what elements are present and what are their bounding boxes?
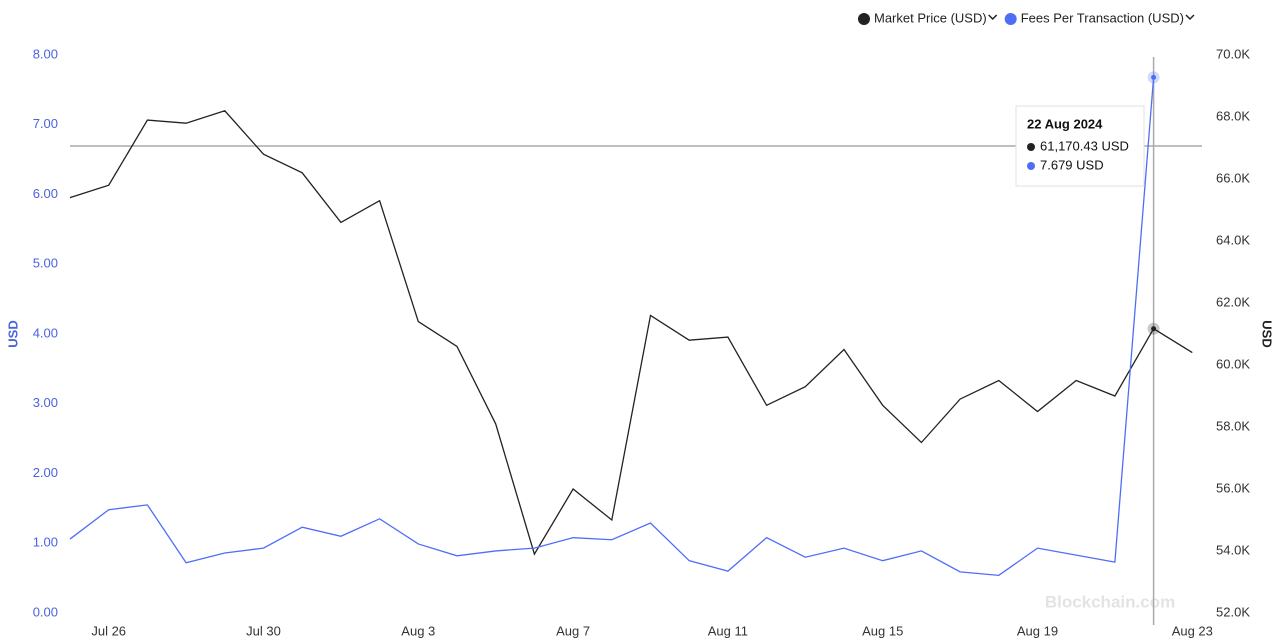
y-tick-label: 2.00: [33, 465, 58, 480]
x-tick-label: Aug 7: [556, 623, 590, 638]
y-tick-label: 1.00: [33, 535, 58, 550]
x-tick-label: Jul 26: [91, 623, 126, 638]
y2-tick-label: 62.0K: [1216, 294, 1250, 309]
y-tick-label: 8.00: [33, 46, 58, 61]
y-axis-title: USD: [5, 320, 20, 347]
series-line: [69, 77, 1155, 577]
y2-tick-label: 70.0K: [1216, 46, 1250, 61]
x-tick-label: Aug 19: [1017, 623, 1058, 638]
hover-point: [1151, 326, 1157, 332]
y-tick-label: 4.00: [33, 325, 58, 340]
series-line: [69, 110, 1193, 556]
legend-label[interactable]: Market Price (USD): [874, 10, 987, 25]
y-tick-label: 0.00: [33, 604, 58, 619]
tooltip-dot: [1027, 162, 1035, 170]
tooltip-value: 61,170.43 USD: [1040, 138, 1129, 153]
legend-marker[interactable]: [858, 13, 870, 25]
y2-tick-label: 54.0K: [1216, 542, 1250, 557]
x-tick-label: Aug 23: [1172, 623, 1213, 638]
y2-tick-label: 68.0K: [1216, 108, 1250, 123]
y2-tick-label: 66.0K: [1216, 170, 1250, 185]
y2-axis-title: USD: [1260, 320, 1275, 347]
y-tick-label: 3.00: [33, 395, 58, 410]
legend-marker[interactable]: [1004, 13, 1017, 25]
y2-tick-label: 58.0K: [1216, 418, 1250, 433]
y2-tick-label: 60.0K: [1216, 356, 1250, 371]
tooltip-value: 7.679 USD: [1040, 157, 1104, 172]
legend-label[interactable]: Fees Per Transaction (USD): [1021, 10, 1184, 25]
y2-tick-label: 52.0K: [1216, 604, 1250, 619]
x-tick-label: Aug 15: [862, 623, 903, 638]
x-tick-label: Jul 30: [246, 623, 281, 638]
tooltip-dot: [1027, 143, 1035, 151]
watermark: Blockchain.com: [1045, 592, 1175, 611]
y-tick-label: 5.00: [33, 256, 58, 271]
y-tick-label: 7.00: [33, 116, 58, 131]
hover-point: [1151, 74, 1157, 80]
y2-tick-label: 64.0K: [1216, 232, 1250, 247]
x-tick-label: Aug 3: [401, 623, 435, 638]
legend-chevron[interactable]: [1185, 14, 1195, 21]
y-tick-label: 6.00: [33, 186, 58, 201]
legend-chevron[interactable]: [988, 14, 998, 21]
y2-tick-label: 56.0K: [1216, 480, 1250, 495]
tooltip-box: [1015, 105, 1145, 187]
x-tick-label: Aug 11: [708, 623, 748, 638]
tooltip-title: 22 Aug 2024: [1027, 116, 1103, 131]
